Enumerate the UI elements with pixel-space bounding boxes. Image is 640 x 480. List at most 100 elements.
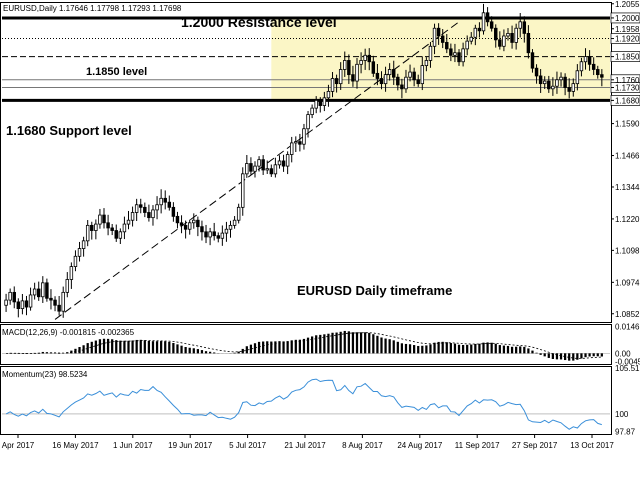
candle-body bbox=[424, 60, 429, 67]
resistance-support-zone bbox=[271, 17, 610, 101]
candle-body bbox=[575, 70, 580, 85]
candle-body bbox=[61, 291, 65, 312]
candle-body bbox=[175, 215, 180, 224]
zone-fill bbox=[271, 17, 610, 101]
candle-body bbox=[224, 228, 229, 234]
price-tick-label: 1.1958 bbox=[615, 25, 640, 34]
candle-body bbox=[45, 282, 49, 299]
candle-body bbox=[408, 71, 412, 78]
candle-body bbox=[334, 78, 339, 85]
candle-body bbox=[371, 61, 376, 74]
candle-body bbox=[4, 299, 8, 306]
date-tick-label: 16 May 2017 bbox=[52, 441, 99, 450]
candle-body bbox=[432, 27, 437, 47]
candle-body bbox=[555, 79, 559, 87]
candle-body bbox=[155, 204, 159, 211]
date-tick-label: 13 Oct 2017 bbox=[570, 441, 614, 450]
candle-body bbox=[102, 214, 106, 224]
candle-body bbox=[12, 291, 16, 303]
candle-body bbox=[310, 107, 314, 115]
candle-body bbox=[383, 74, 388, 85]
price-tick-label: 1.1680 bbox=[615, 96, 640, 105]
date-tick-label: 5 Jul 2017 bbox=[229, 441, 266, 450]
price-tick-label: 1.1466 bbox=[615, 152, 640, 161]
candle-body bbox=[241, 173, 245, 208]
date-tick-label: 11 Sep 2017 bbox=[455, 441, 500, 450]
candle-body bbox=[420, 65, 425, 85]
candle-body bbox=[208, 231, 212, 238]
candle-body bbox=[571, 83, 576, 92]
symbol-header: EURUSD,Daily 1.17646 1.17798 1.17293 1.1… bbox=[3, 4, 182, 13]
macd-histogram bbox=[2, 330, 610, 361]
price-tick-label: 1.0974 bbox=[615, 278, 640, 287]
candle-body bbox=[436, 27, 441, 37]
candle-body bbox=[269, 168, 274, 175]
macd-label: MACD(12,26,9) -0.001815 -0.002365 bbox=[2, 328, 135, 337]
candle-body bbox=[453, 52, 457, 56]
candle-body bbox=[326, 90, 331, 99]
candle-body bbox=[106, 222, 110, 229]
macd-axis-ticks: 0.0146 0.00-0.0045 bbox=[615, 323, 640, 367]
candle-body bbox=[473, 27, 478, 38]
candle-body bbox=[343, 60, 347, 70]
momentum-tick-label: 97.87 bbox=[615, 428, 636, 437]
date-tick-label: 19 Jun 2017 bbox=[168, 441, 213, 450]
candle-body bbox=[24, 300, 29, 308]
candle-body bbox=[600, 74, 604, 78]
candle-body bbox=[465, 40, 469, 50]
candle-body bbox=[285, 154, 290, 167]
candle-body bbox=[171, 206, 176, 217]
candle-body bbox=[518, 21, 522, 29]
candle-body bbox=[510, 33, 514, 43]
price-tick-label: 1.1590 bbox=[615, 120, 640, 129]
candle-body bbox=[249, 163, 253, 172]
price-tick-label: 1.2055 bbox=[615, 0, 640, 9]
candle-body bbox=[200, 226, 204, 233]
candle-body bbox=[94, 223, 98, 231]
candle-body bbox=[232, 219, 237, 226]
candle-body bbox=[355, 63, 359, 82]
candle-body bbox=[563, 76, 567, 88]
candle-body bbox=[294, 141, 298, 144]
candle-body bbox=[228, 224, 233, 230]
candle-body bbox=[134, 204, 139, 213]
candle-body bbox=[538, 75, 543, 85]
candle-body bbox=[469, 36, 473, 42]
candle-body bbox=[526, 33, 531, 54]
date-axis: Apr 2017 16 May 2017 1 Jun 2017 19 Jun 2017… bbox=[2, 435, 614, 450]
candle-body bbox=[449, 48, 453, 56]
candle-body bbox=[359, 60, 363, 65]
candle-body bbox=[302, 128, 306, 145]
candle-body bbox=[400, 84, 404, 90]
candle-body bbox=[273, 164, 278, 175]
candle-body bbox=[147, 212, 151, 219]
candle-body bbox=[163, 197, 167, 203]
candle-body bbox=[151, 209, 155, 219]
candle-body bbox=[551, 85, 555, 90]
candle-body bbox=[412, 71, 416, 81]
macd-tick-label: 0.0146 bbox=[615, 323, 640, 332]
price-tick-label: 1.1098 bbox=[615, 246, 640, 255]
price-tick-label: 1.1850 bbox=[615, 53, 640, 62]
candle-body bbox=[73, 255, 78, 268]
candle-body bbox=[212, 231, 216, 237]
candle-body bbox=[522, 21, 527, 34]
momentum-tick-label: 105.51 bbox=[615, 364, 640, 373]
candle-body bbox=[69, 266, 74, 280]
candle-body bbox=[281, 160, 286, 167]
candle-body bbox=[351, 74, 355, 82]
momentum-line bbox=[2, 378, 610, 430]
candle-body bbox=[440, 35, 445, 43]
candle-body bbox=[567, 87, 571, 92]
candle-body bbox=[32, 288, 37, 296]
candle-body bbox=[498, 39, 502, 47]
candle-body bbox=[143, 206, 147, 213]
price-tick-label: 1.2000 bbox=[615, 14, 640, 23]
candle-body bbox=[396, 76, 400, 86]
date-tick-label: 27 Sep 2017 bbox=[512, 441, 558, 450]
date-tick-label: 8 Aug 2017 bbox=[342, 441, 383, 450]
candle-body bbox=[126, 219, 131, 225]
candle-body bbox=[57, 304, 61, 312]
candle-body bbox=[257, 159, 261, 167]
candle-body bbox=[387, 69, 392, 76]
